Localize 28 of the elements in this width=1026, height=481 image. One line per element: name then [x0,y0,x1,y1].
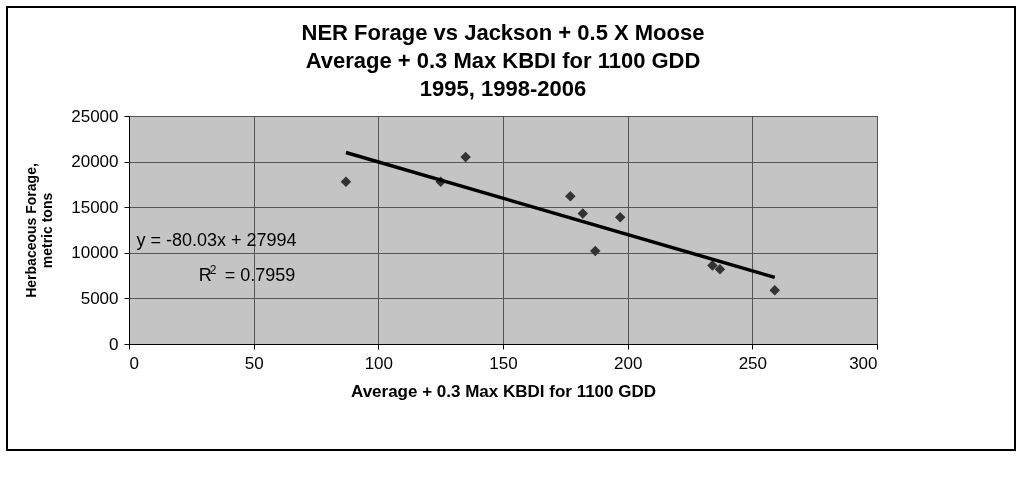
point [340,176,352,187]
y-tick-label: 10000 [71,243,119,263]
text: Average + 0.3 Max KBDI for 1100 GDD [305,48,701,73]
x-tick-label: 200 [613,353,643,373]
point [714,263,726,275]
point [577,208,589,219]
x-tick-label: 150 [489,353,518,373]
y-tick-label: 5000 [80,288,119,308]
x-tick-label: 50 [244,353,264,373]
x-tick-label: 100 [364,353,394,373]
text: 1995, 1998-2006 [419,76,587,101]
y-tick-label: 20000 [71,152,119,172]
text: NER Forage vs Jackson + 0.5 X Moose [301,20,705,45]
x-tick-label: 300 [849,353,878,373]
point [707,260,718,271]
text: metric tons [39,192,56,269]
x-tick-label: 250 [738,353,768,373]
y-tick-label: 25000 [71,106,119,126]
x-tick-label: 0 [129,353,139,373]
y-tick-label: 0 [109,334,119,354]
point [769,284,781,296]
point [565,191,576,202]
x-axis-title: Average + 0.3 Max KBDI for 1100 GDD [350,381,657,401]
point [590,245,601,257]
y-tick-label: 15000 [71,197,119,217]
text: Herbaceous Forage, [23,163,40,298]
point [614,211,626,223]
point [460,151,471,163]
